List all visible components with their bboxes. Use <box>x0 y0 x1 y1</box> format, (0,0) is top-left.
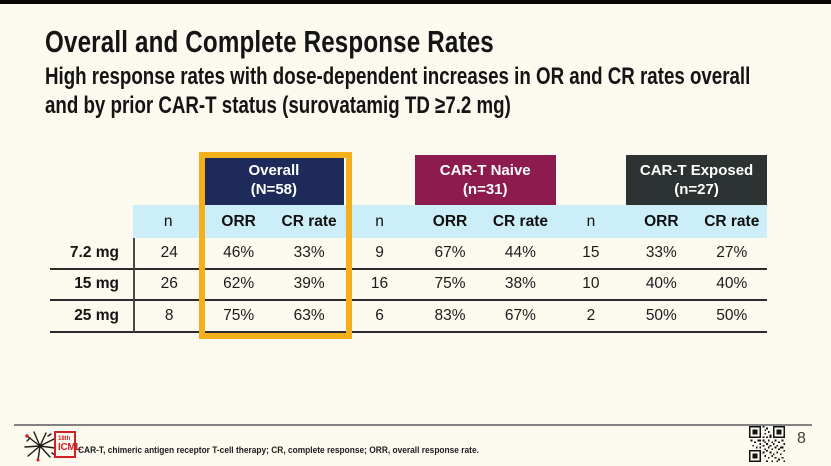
table-cell: 15 <box>555 238 627 270</box>
icml-logo-box: 18th ICML <box>54 431 82 458</box>
table-cell: 9 <box>344 238 415 270</box>
icml-logo-edition: 18th <box>58 436 71 442</box>
row-label-15-mg: 15 mg <box>50 270 133 301</box>
subtitle: High response rates with dose-dependent … <box>45 63 831 121</box>
group-spacer <box>556 155 626 205</box>
icml-logo: 18th ICML <box>22 429 82 463</box>
table-cell: 63% <box>273 301 345 333</box>
corner-spacer <box>50 155 133 205</box>
column-header-orr: ORR <box>203 205 274 238</box>
table-cell: 10 <box>555 270 627 301</box>
group-header-overall: Overall (N=58) <box>203 155 345 205</box>
row-label-7-2-mg: 7.2 mg <box>50 238 133 270</box>
column-header-cr-rate: CR rate <box>485 205 556 238</box>
table-cell: 39% <box>273 270 345 301</box>
column-header-orr: ORR <box>414 205 486 238</box>
group-header-cart-exposed: CAR-T Exposed (n=27) <box>626 155 767 205</box>
column-header-cr-rate: CR rate <box>696 205 767 238</box>
group-label: CAR-T Naive <box>439 161 531 179</box>
column-header-n: n <box>344 205 415 238</box>
group-label: Overall <box>248 161 300 179</box>
footer-divider <box>14 424 812 426</box>
table-cell: 40% <box>696 270 767 301</box>
table-cell: 38% <box>485 270 556 301</box>
response-rates-table: Overall (N=58) CAR-T Naive (n=31) CAR-T … <box>50 152 767 339</box>
table-cell: 75% <box>414 270 486 301</box>
column-header-cr-rate: CR rate <box>273 205 345 238</box>
subtitle-line-1: High response rates with dose-dependent … <box>45 63 751 90</box>
table-cell: 24 <box>133 238 204 270</box>
column-header-orr: ORR <box>626 205 697 238</box>
group-n: (N=58) <box>250 181 298 198</box>
table-cell: 83% <box>414 301 486 333</box>
table-cell: 2 <box>555 301 627 333</box>
footnote-text: CAR-T, chimeric antigen receptor T-cell … <box>78 445 479 456</box>
group-label: CAR-T Exposed <box>639 161 754 179</box>
qr-code <box>749 426 785 462</box>
group-spacer <box>133 155 203 205</box>
group-header-cart-naive: CAR-T Naive (n=31) <box>414 155 556 205</box>
table-cell: 40% <box>626 270 697 301</box>
table-cell: 33% <box>273 238 345 270</box>
icml-logo-name: ICML <box>58 442 82 453</box>
group-spacer <box>344 155 414 205</box>
icml-starburst-icon <box>24 431 57 462</box>
table-cell: 67% <box>414 238 486 270</box>
table-cell: 6 <box>344 301 415 333</box>
table-cell: 33% <box>626 238 697 270</box>
column-header-n: n <box>133 205 204 238</box>
table-cell: 26 <box>133 269 204 301</box>
subtitle-line-2: and by prior CAR-T status (surovatamig T… <box>45 91 511 119</box>
table-grid: Overall (N=58) CAR-T Naive (n=31) CAR-T … <box>50 155 767 333</box>
table-cell: 75% <box>203 301 274 333</box>
row-label-25-mg: 25 mg <box>50 301 133 333</box>
column-header-n: n <box>555 205 627 238</box>
footnote: CAR-T, chimeric antigen receptor T-cell … <box>78 445 534 456</box>
table-cell: 46% <box>203 238 274 270</box>
table-cell: 62% <box>203 270 274 301</box>
table-cell: 50% <box>626 301 697 333</box>
table-cell: 50% <box>696 301 767 333</box>
page-title: Overall and Complete Response Rates <box>45 24 621 60</box>
header-row-spacer <box>50 205 133 238</box>
table-cell: 27% <box>696 238 767 270</box>
group-n: (n=27) <box>674 181 719 198</box>
table-cell: 8 <box>133 301 204 333</box>
table-cell: 67% <box>485 301 556 333</box>
top-border-bar <box>0 0 831 4</box>
table-cell: 16 <box>344 270 415 301</box>
page-number: 8 <box>797 430 806 447</box>
table-cell: 44% <box>485 238 556 270</box>
group-n: (n=31) <box>462 181 508 198</box>
page-title-text: Overall and Complete Response Rates <box>45 24 494 59</box>
